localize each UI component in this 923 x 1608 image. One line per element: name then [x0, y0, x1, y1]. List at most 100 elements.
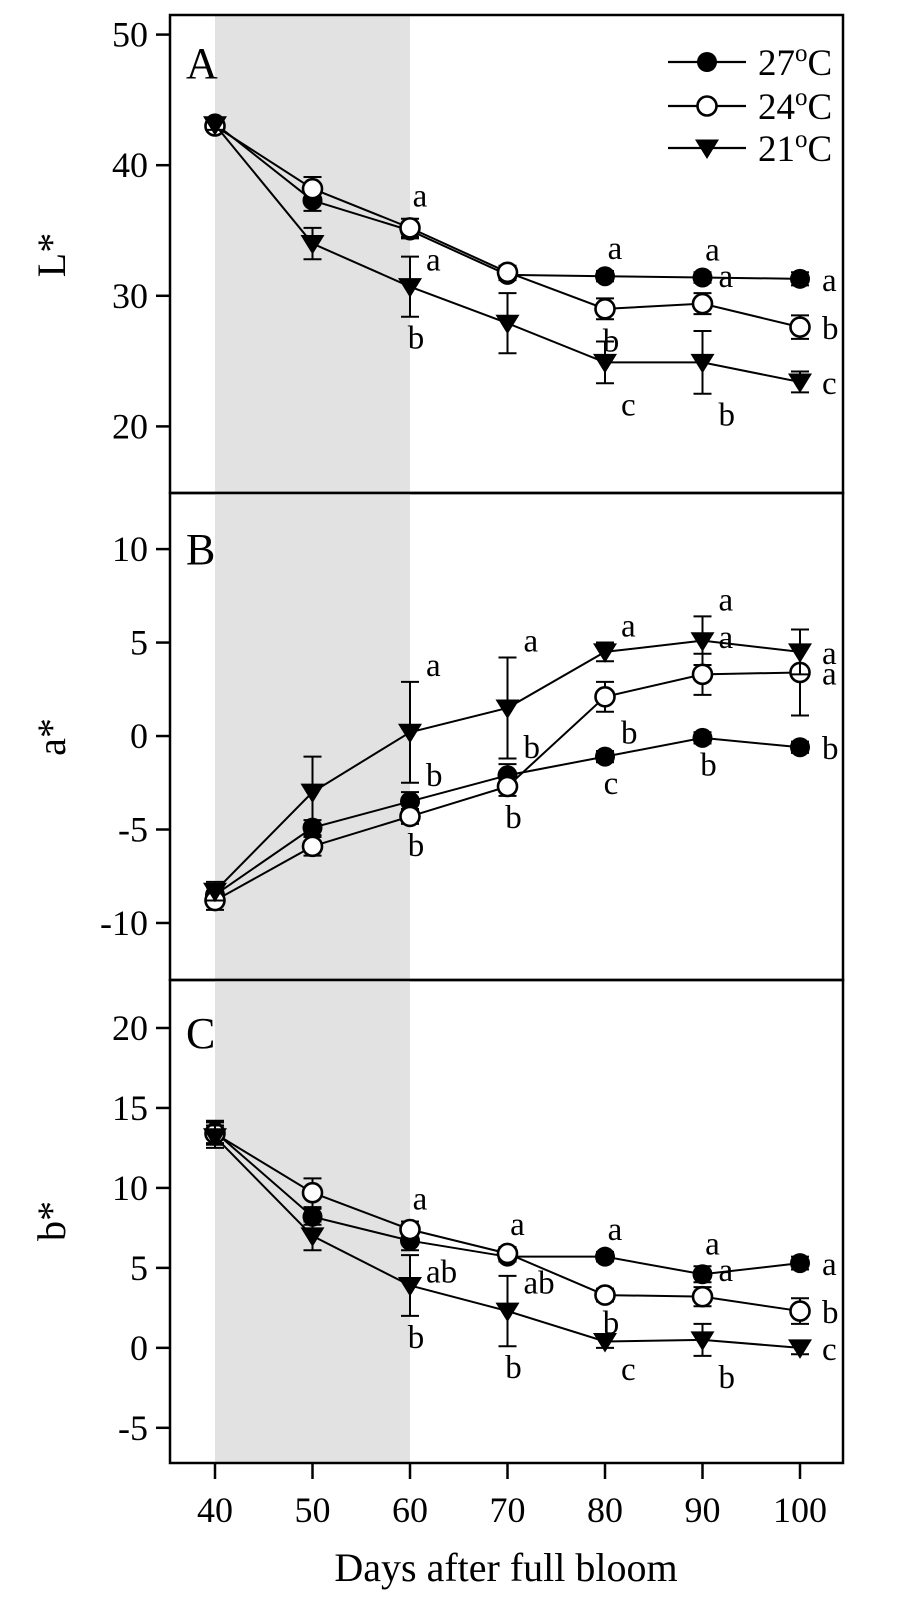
- y-tick-label: 20: [112, 406, 148, 446]
- marker-filled-triangle-down: [593, 643, 617, 663]
- marker-open-circle: [594, 1284, 616, 1306]
- marker-filled-circle: [692, 1264, 713, 1285]
- stat-letter: b: [822, 1295, 839, 1331]
- marker-open-circle: [789, 316, 811, 338]
- marker-filled-triangle-down: [695, 139, 719, 159]
- x-tick-label: 100: [773, 1490, 827, 1530]
- marker-filled-triangle-down: [593, 1332, 617, 1353]
- marker-filled-circle: [790, 1253, 810, 1274]
- stat-letter: c: [822, 1332, 837, 1368]
- marker-filled-triangle-down: [203, 882, 227, 903]
- stat-letter: a: [426, 242, 441, 278]
- y-tick-label: -5: [118, 810, 148, 850]
- marker-filled-triangle-down: [788, 1339, 812, 1359]
- marker-filled-triangle-down: [690, 353, 715, 374]
- stat-letter: a: [510, 1207, 525, 1243]
- marker-filled-triangle-down: [300, 235, 325, 255]
- stat-letter: a: [705, 1226, 720, 1262]
- marker-filled-triangle-down: [593, 353, 617, 374]
- stat-letter: a: [822, 1247, 837, 1283]
- y-axis-title-bstar: b*: [29, 1201, 74, 1241]
- stat-letter: b: [408, 321, 425, 357]
- marker-open-circle: [594, 685, 616, 708]
- stat-letter: b: [408, 828, 425, 864]
- marker-filled-circle: [692, 727, 713, 748]
- y-tick-label: 10: [112, 529, 148, 569]
- marker-filled-triangle-down: [788, 373, 812, 393]
- y-tick-label: 15: [112, 1088, 148, 1128]
- marker-filled-circle: [595, 266, 615, 287]
- marker-filled-triangle-down: [495, 1302, 520, 1323]
- stat-letter: a: [719, 259, 734, 295]
- marker-open-circle: [301, 835, 324, 858]
- y-tick-label: 50: [112, 15, 148, 55]
- stat-letter: c: [621, 1352, 636, 1388]
- stat-letter: a: [719, 620, 734, 656]
- marker-open-circle: [301, 1181, 324, 1204]
- marker-open-circle: [691, 663, 714, 686]
- marker-filled-triangle-down: [300, 1227, 325, 1247]
- stat-letter: b: [505, 800, 522, 836]
- y-tick-label: 0: [130, 716, 148, 756]
- marker-open-circle: [691, 1285, 714, 1308]
- stat-letter: a: [719, 582, 734, 618]
- stat-letter: a: [822, 263, 837, 299]
- marker-open-circle: [789, 1300, 811, 1322]
- stat-letter: c: [822, 366, 837, 402]
- stat-letter: b: [822, 731, 839, 767]
- marker-filled-triangle-down: [203, 116, 227, 136]
- stat-letter: a: [621, 609, 636, 645]
- marker-filled-circle: [595, 746, 615, 767]
- marker-filled-circle: [790, 737, 810, 758]
- marker-open-circle: [399, 1218, 421, 1241]
- y-tick-label: 40: [112, 145, 148, 185]
- y-tick-label: 5: [130, 1248, 148, 1288]
- legend-label: 24oC: [758, 84, 832, 128]
- stat-letter: a: [608, 231, 623, 267]
- y-tick-label: -10: [100, 903, 148, 943]
- series-21C: bb c bc: [203, 1124, 837, 1396]
- marker-filled-circle: [595, 1246, 615, 1267]
- stat-letter: a: [608, 1212, 623, 1248]
- stat-letter: a: [426, 648, 441, 684]
- legend-label: 21oC: [758, 126, 832, 170]
- x-tick-label: 40: [197, 1490, 233, 1530]
- x-tick-label: 50: [295, 1490, 331, 1530]
- stat-letter: b: [621, 716, 638, 752]
- shaded-band: [215, 493, 410, 980]
- y-tick-label: 20: [112, 1008, 148, 1048]
- marker-open-circle: [301, 177, 324, 200]
- stat-letter: a: [719, 1253, 734, 1289]
- stat-letter: b: [700, 748, 717, 784]
- marker-filled-circle: [697, 52, 717, 72]
- stat-letter: ab: [426, 1254, 457, 1290]
- marker-open-circle: [691, 292, 714, 315]
- stat-letter: a: [705, 232, 720, 268]
- stat-letter: a: [822, 656, 837, 692]
- marker-open-circle: [496, 775, 519, 798]
- x-tick-label: 90: [685, 1490, 721, 1530]
- marker-filled-triangle-down: [398, 278, 422, 298]
- stat-letter: b: [719, 1360, 736, 1396]
- y-axis-title-lstar: L*: [29, 232, 74, 278]
- marker-open-circle: [496, 261, 519, 284]
- series-21C: bc bc: [203, 116, 837, 434]
- legend-item: 24oC: [668, 84, 832, 128]
- marker-open-circle: [399, 217, 421, 239]
- stat-letter: b: [822, 311, 839, 347]
- y-tick-label: 5: [130, 623, 148, 663]
- stat-letter: b: [426, 758, 443, 794]
- marker-filled-triangle-down: [203, 1128, 227, 1148]
- marker-filled-circle: [400, 791, 420, 812]
- series-21C: aa aaa: [203, 582, 837, 903]
- stat-letter: b: [603, 1305, 620, 1341]
- panel-label-b: B: [186, 525, 216, 574]
- y-tick-label: 10: [112, 1168, 148, 1208]
